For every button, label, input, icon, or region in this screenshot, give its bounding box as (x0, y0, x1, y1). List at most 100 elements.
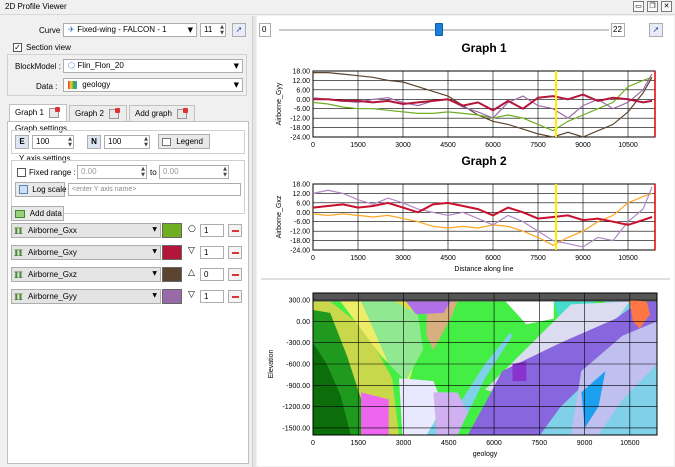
series-width-spinbox[interactable]: 0 (200, 268, 224, 281)
section-frame (312, 292, 658, 436)
tab-graph-1[interactable]: Graph 1 (9, 104, 67, 122)
chevron-down-icon: ▼ (152, 292, 157, 299)
window-title: 2D Profile Viewer (5, 2, 67, 11)
curve-index-spinbox[interactable]: 11 ▲ ▼ (200, 23, 226, 37)
x-tick-label: 6000 (486, 440, 502, 447)
series-row: π Airborne_Gxy ▼ ▽ 1 (11, 245, 246, 261)
palette-icon (68, 80, 77, 89)
y-axis-settings-group (11, 160, 245, 214)
tab-add-graph[interactable]: Add graph (129, 105, 195, 122)
remove-series-button[interactable] (228, 268, 242, 281)
series-select[interactable]: π Airborne_Gxx ▼ (11, 223, 161, 238)
position-slider-track[interactable] (279, 29, 609, 31)
y-axis-settings-title: Y axis settings (19, 154, 71, 163)
panel-splitter[interactable] (252, 16, 256, 467)
series-line (312, 186, 653, 248)
x-tick-label: 6000 (485, 255, 501, 262)
triangle-down-marker-icon[interactable]: ▽ (188, 246, 195, 256)
remove-series-button[interactable] (228, 246, 242, 259)
n-scale-spinbox[interactable]: 100 ▲ ▼ (104, 135, 150, 149)
y-tick-label: -900.00 (286, 383, 310, 390)
y-tick-label: 6.00 (296, 200, 310, 207)
series-color-button[interactable] (162, 289, 182, 304)
series-line (313, 93, 653, 112)
series-color-button[interactable] (162, 245, 182, 260)
series-select[interactable]: π Airborne_Gxy ▼ (11, 245, 161, 260)
series-select[interactable]: π Airborne_Gxz ▼ (11, 267, 161, 282)
e-scale-value: 100 (36, 137, 50, 146)
log-scale-button[interactable]: Log scale (15, 182, 66, 197)
x-tick-label: 9000 (575, 255, 591, 262)
chevron-down-icon: ▼ (187, 26, 193, 34)
close-window-button[interactable]: ✕ (661, 1, 672, 12)
slider-max-label: 22 (611, 23, 625, 37)
x-tick-label: 3000 (395, 255, 411, 262)
graph-1: Graph 1 18.00 12.00 6.00 0.00 -6.00 -12.00 -18.… (276, 41, 656, 149)
n-scale-button[interactable]: N (87, 135, 101, 149)
triangle-up-marker-icon[interactable]: △ (188, 268, 195, 278)
plots-svg: Graph 1 18.00 12.00 6.00 0.00 -6.00 -12.00 -18.… (261, 41, 670, 458)
log-scale-icon (19, 185, 28, 195)
legend-button[interactable]: Legend (158, 134, 210, 149)
maximize-window-button[interactable]: ❐ (647, 1, 658, 12)
pick-position-button[interactable]: ➚ (649, 23, 663, 37)
remove-series-button[interactable] (228, 224, 242, 237)
circle-marker-icon[interactable]: ○ (188, 224, 196, 234)
remove-graph-icon[interactable] (109, 107, 121, 119)
series-name: Airborne_Gxy (28, 248, 77, 257)
series-color-button[interactable] (162, 267, 182, 282)
tab-graph-2[interactable]: Graph 2 (69, 105, 127, 122)
y-tick-label: -6.00 (294, 219, 310, 226)
series-row: π Airborne_Gxx ▼ ○ 1 (11, 223, 246, 239)
series-select[interactable]: π Airborne_Gyy ▼ (11, 289, 161, 304)
series-line (312, 201, 653, 226)
y-tick-label: 0.00 (296, 319, 310, 326)
series-line (313, 71, 653, 138)
x-tick-label: 4500 (440, 255, 456, 262)
x-tick-label: 9000 (577, 440, 593, 447)
range-to-spinbox[interactable]: 0.00 ▲ ▼ (159, 165, 229, 179)
settings-panel: Curve : ✈ Fixed-wing - FALCON - 1 ▼ 11 ▲… (1, 16, 251, 466)
curve-icon: ✈ (68, 25, 78, 34)
x-tick-label: 4500 (440, 142, 456, 149)
curve-select[interactable]: ✈ Fixed-wing - FALCON - 1 ▼ (63, 23, 197, 37)
x-tick-label: 3000 (395, 142, 411, 149)
chevron-down-icon: ▼ (233, 81, 239, 89)
range-to-value: 0.00 (163, 167, 179, 176)
curve-pick-button[interactable]: ➚ (232, 23, 246, 37)
series-width-spinbox[interactable]: 1 (200, 224, 224, 237)
curve-index-value: 11 (204, 25, 213, 34)
series-width-spinbox[interactable]: 1 (200, 246, 224, 259)
fixed-range-label: Fixed range : (29, 168, 76, 177)
series-row: π Airborne_Gxz ▼ △ 0 (11, 267, 246, 283)
spin-arrows-icon: ▲ ▼ (220, 24, 224, 36)
blockmodel-select[interactable]: ⬡ Flin_Flon_20 ▼ (63, 59, 243, 73)
remove-series-button[interactable] (228, 290, 242, 303)
e-scale-spinbox[interactable]: 100 ▲ ▼ (32, 135, 74, 149)
e-scale-button[interactable]: E (15, 135, 29, 149)
add-data-button[interactable]: Add data (11, 206, 64, 221)
add-data-icon (15, 209, 25, 218)
range-from-spinbox[interactable]: 0.00 ▲ ▼ (77, 165, 147, 179)
series-name: Airborne_Gyy (28, 292, 77, 301)
series-width-spinbox[interactable]: 1 (200, 290, 224, 303)
y-tick-label: -12.00 (290, 116, 310, 123)
triangle-down-marker-icon[interactable]: ▽ (188, 290, 195, 300)
cursor-arrow-icon: ➚ (652, 25, 660, 34)
x-tick-label: 0 (311, 142, 315, 149)
data-select[interactable]: geology ▼ (63, 78, 243, 92)
fixed-range-checkbox[interactable] (17, 168, 26, 177)
x-tick-label: 9000 (575, 142, 591, 149)
y-tick-label: -12.00 (290, 229, 310, 236)
series-color-button[interactable] (162, 223, 182, 238)
pi-icon: π (14, 245, 23, 259)
restore-window-button[interactable]: ▭ (633, 1, 644, 12)
y-axis-name-input[interactable]: <enter Y axis name> (68, 183, 241, 196)
series-line (312, 192, 653, 246)
x-tick-label: 6000 (485, 142, 501, 149)
x-tick-label: 7500 (530, 255, 546, 262)
position-slider-handle[interactable] (435, 23, 443, 36)
section-view-checkbox[interactable]: ✓ (13, 43, 22, 52)
unit-white (505, 301, 554, 325)
remove-graph-icon[interactable] (49, 106, 61, 118)
